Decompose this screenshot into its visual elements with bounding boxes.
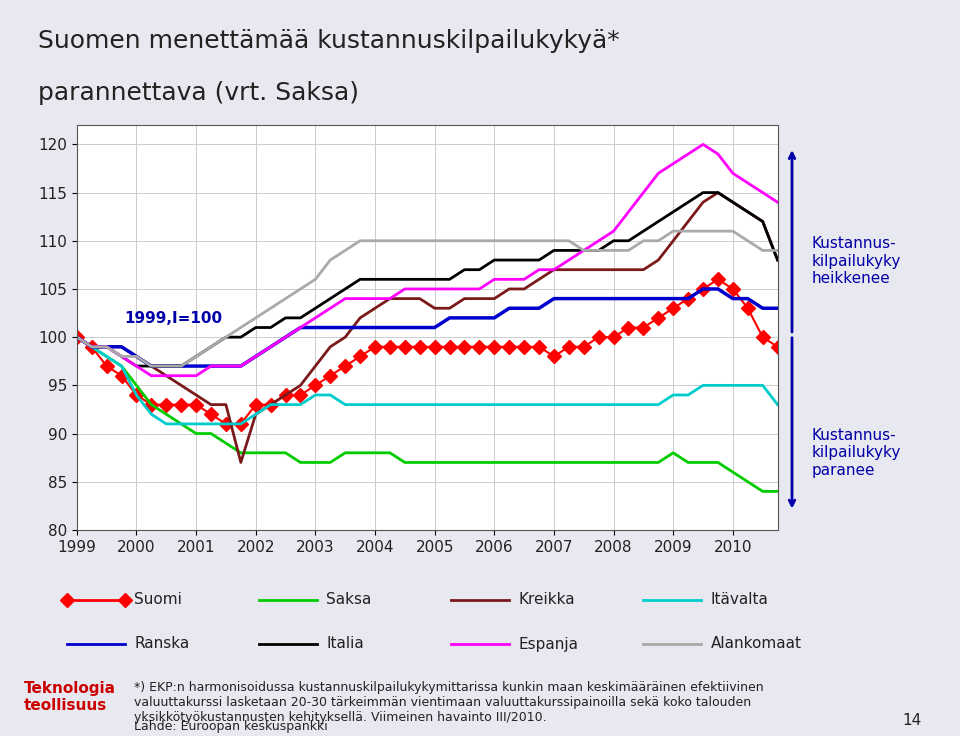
Text: Kustannus-
kilpailukyky
paranee: Kustannus- kilpailukyky paranee <box>811 428 900 478</box>
Text: Kreikka: Kreikka <box>518 592 575 607</box>
Text: Saksa: Saksa <box>326 592 372 607</box>
Text: 1999,I=100: 1999,I=100 <box>125 311 223 326</box>
Text: 14: 14 <box>902 713 922 728</box>
Text: Espanja: Espanja <box>518 637 578 651</box>
Text: parannettava (vrt. Saksa): parannettava (vrt. Saksa) <box>38 81 359 105</box>
Text: Italia: Italia <box>326 637 364 651</box>
Text: Alankomaat: Alankomaat <box>710 637 802 651</box>
Text: Itävalta: Itävalta <box>710 592 768 607</box>
Text: Lähde: Euroopan keskuspankki: Lähde: Euroopan keskuspankki <box>134 720 328 733</box>
Text: *) EKP:n harmonisoidussa kustannuskilpailukykymittarissa kunkin maan keskimääräi: *) EKP:n harmonisoidussa kustannuskilpai… <box>134 681 764 723</box>
Text: Kustannus-
kilpailukyky
heikkenee: Kustannus- kilpailukyky heikkenee <box>811 236 900 286</box>
Text: Suomi: Suomi <box>134 592 182 607</box>
Text: Suomen menettämää kustannuskilpailukykyä*: Suomen menettämää kustannuskilpailukykyä… <box>38 29 620 54</box>
Text: Teknologia
teollisuus: Teknologia teollisuus <box>24 681 116 713</box>
Text: Ranska: Ranska <box>134 637 190 651</box>
